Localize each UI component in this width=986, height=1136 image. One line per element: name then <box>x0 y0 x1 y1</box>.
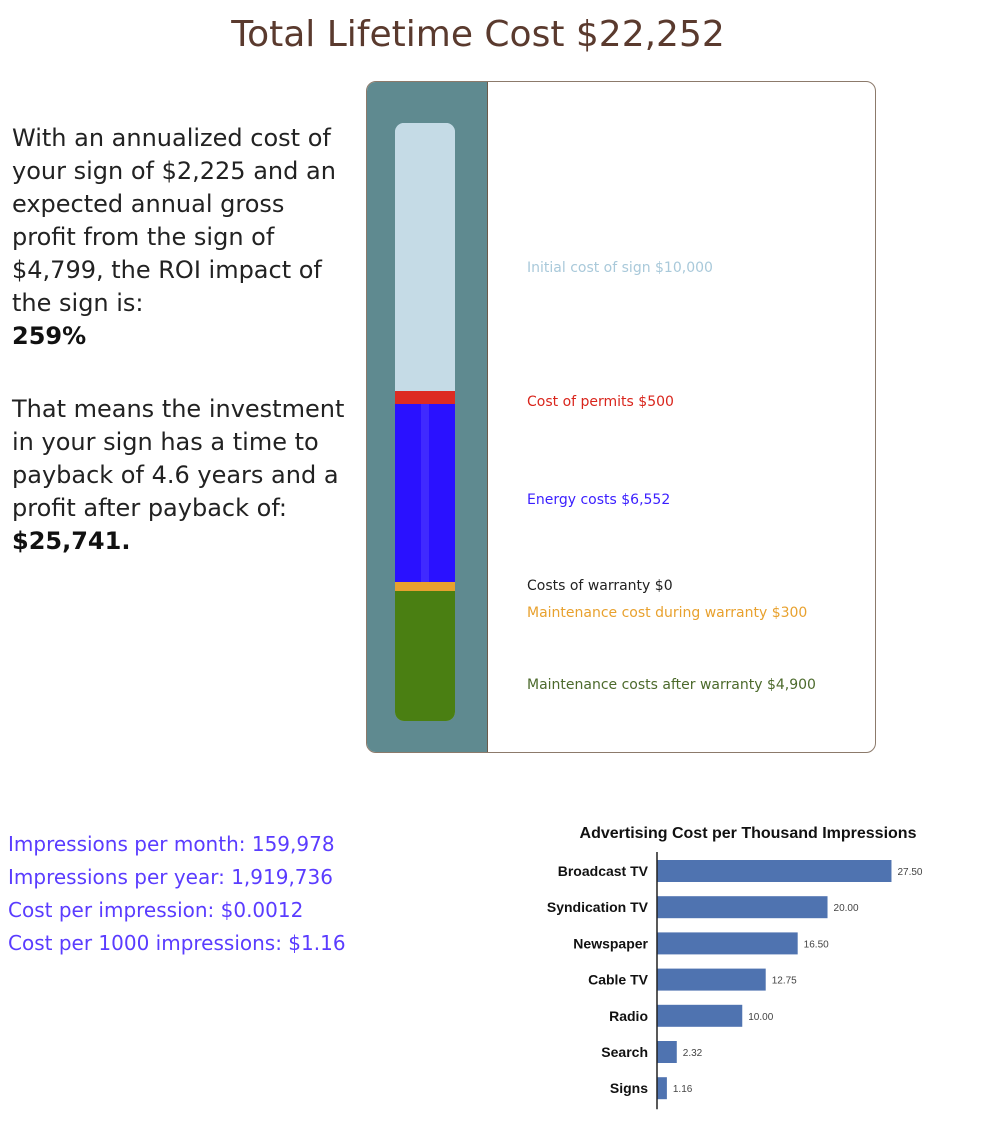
bar-radio <box>657 1004 743 1027</box>
legend-permits: Cost of permits $500 <box>527 394 674 410</box>
cost-per-1000-impressions: Cost per 1000 impressions: $1.16 <box>8 931 346 955</box>
gauge-segment-initial <box>395 123 455 391</box>
gauge-column <box>367 82 488 752</box>
profit-value: $25,741. <box>12 527 131 555</box>
value-label-cable-tv: 12.75 <box>772 976 797 987</box>
bar-broadcast-tv <box>657 860 892 882</box>
gauge-segment-maintenance-warranty <box>395 582 455 591</box>
legend-maintenance-after: Maintenance costs after warranty $4,900 <box>527 677 816 693</box>
category-label-syndication-tv: Syndication TV <box>547 899 649 915</box>
legend-warranty: Costs of warranty $0 <box>527 578 673 594</box>
category-label-radio: Radio <box>609 1008 648 1024</box>
cost-per-impression: Cost per impression: $0.0012 <box>8 898 304 922</box>
category-label-cable-tv: Cable TV <box>588 972 649 988</box>
chart-title: Advertising Cost per Thousand Impression… <box>580 825 917 842</box>
impressions-stats: Impressions per month: 159,978 Impressio… <box>8 828 346 960</box>
bar-cable-tv <box>657 968 766 991</box>
category-label-broadcast-tv: Broadcast TV <box>558 863 649 879</box>
roi-description: With an annualized cost of your sign of … <box>12 124 336 317</box>
cpm-chart-svg: Advertising Cost per Thousand Impression… <box>547 825 923 1110</box>
impressions-per-year: Impressions per year: 1,919,736 <box>8 865 333 889</box>
category-label-newspaper: Newspaper <box>573 935 648 951</box>
impressions-per-month: Impressions per month: 159,978 <box>8 832 335 856</box>
roi-summary: With an annualized cost of your sign of … <box>12 122 352 598</box>
payback-description: That means the investment in your sign h… <box>12 395 345 522</box>
bar-signs <box>657 1077 667 1100</box>
page-title: Total Lifetime Cost $22,252 <box>231 14 725 55</box>
legend-energy: Energy costs $6,552 <box>527 492 671 508</box>
cpm-bar-chart: Advertising Cost per Thousand Impression… <box>520 818 976 1118</box>
value-label-broadcast-tv: 27.50 <box>897 867 922 878</box>
roi-paragraph: With an annualized cost of your sign of … <box>12 122 352 353</box>
legend-initial-cost: Initial cost of sign $10,000 <box>527 260 713 276</box>
value-label-signs: 1.16 <box>673 1084 693 1095</box>
gauge-segment-energy <box>395 404 455 582</box>
bar-newspaper <box>657 932 798 955</box>
value-label-newspaper: 16.50 <box>804 939 829 950</box>
payback-paragraph: That means the investment in your sign h… <box>12 393 352 558</box>
legend-maintenance-warranty: Maintenance cost during warranty $300 <box>527 605 808 621</box>
value-label-syndication-tv: 20.00 <box>834 903 859 914</box>
category-label-search: Search <box>601 1044 648 1060</box>
bar-syndication-tv <box>657 896 828 919</box>
gauge-segment-permits <box>395 391 455 404</box>
cost-gauge-panel: Initial cost of sign $10,000 Cost of per… <box>366 81 876 753</box>
value-label-search: 2.32 <box>683 1048 703 1059</box>
value-label-radio: 10.00 <box>748 1012 773 1023</box>
bar-search <box>657 1041 677 1063</box>
gauge-segment-maintenance-after <box>395 591 455 721</box>
category-label-signs: Signs <box>610 1080 648 1096</box>
cost-gauge-tube <box>395 123 455 721</box>
roi-value: 259% <box>12 322 87 350</box>
